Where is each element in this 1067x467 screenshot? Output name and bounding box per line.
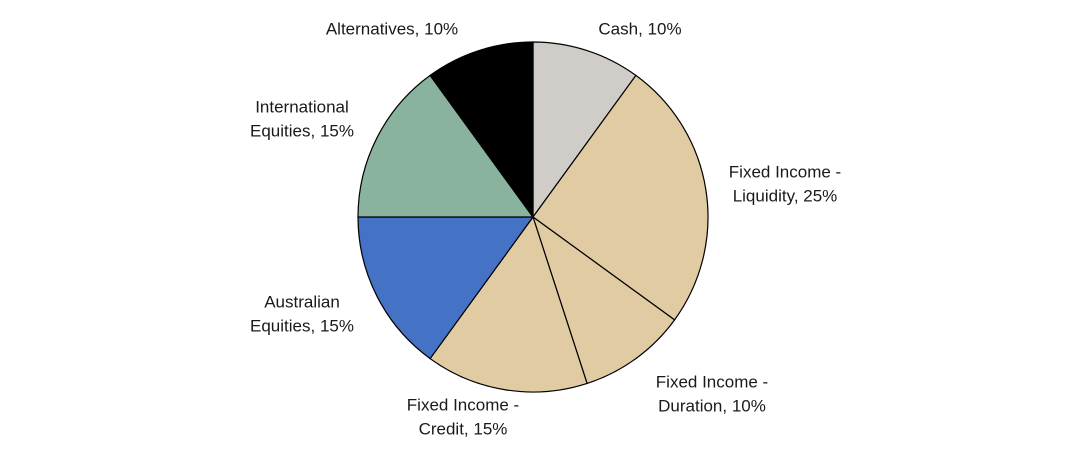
slice-label: Fixed Income - [656, 372, 768, 391]
slice-label: International [255, 97, 349, 116]
pie-slice [531, 215, 676, 385]
slice-label: Duration, 10% [658, 396, 766, 415]
pie-slice [429, 41, 534, 219]
slice-label: Credit, 15% [419, 419, 508, 438]
slice-label: Liquidity, 25% [733, 186, 838, 205]
slice-label: Fixed Income - [729, 162, 841, 181]
pie-slice [357, 216, 535, 360]
pie-slice [429, 215, 588, 393]
pie-slice [357, 74, 535, 218]
slice-label: Australian [264, 292, 340, 311]
pie-slice [532, 74, 709, 321]
slice-label: Fixed Income - [407, 395, 519, 414]
slice-label: Equities, 15% [250, 316, 354, 335]
pie-slice [532, 41, 637, 219]
slice-label: Equities, 15% [250, 121, 354, 140]
slice-label: Alternatives, 10% [326, 19, 458, 38]
slice-label: Cash, 10% [598, 19, 681, 38]
